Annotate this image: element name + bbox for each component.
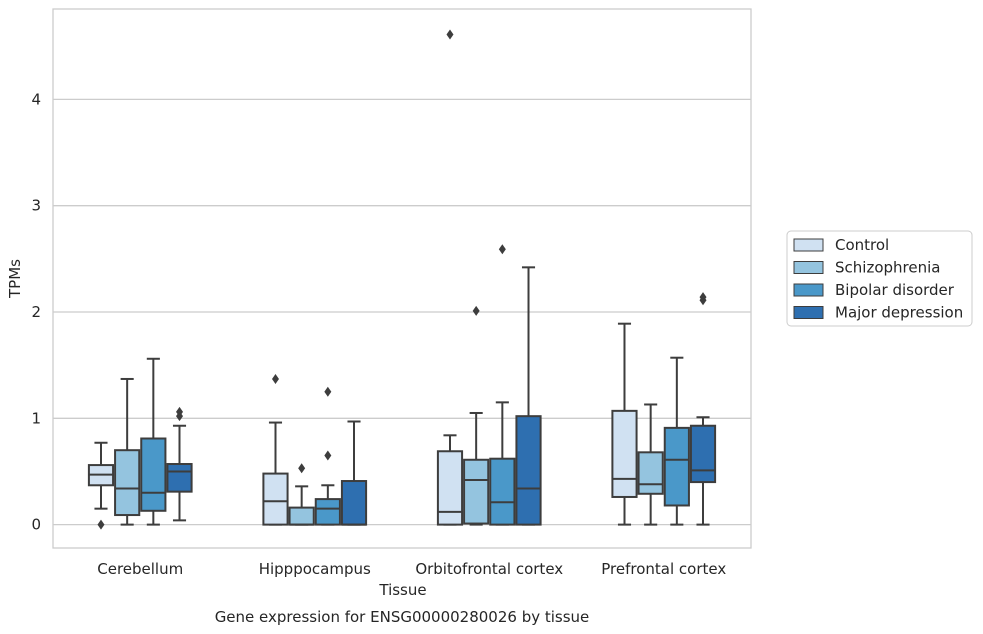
legend-label: Schizophrenia	[835, 259, 940, 277]
plot-boxes	[87, 29, 717, 530]
legend-label: Control	[835, 236, 889, 254]
outlier-point	[324, 450, 332, 461]
outlier-point	[97, 519, 105, 530]
box	[436, 450, 464, 526]
y-tick-label: 2	[31, 303, 41, 321]
box-group	[515, 266, 542, 526]
outlier-point	[324, 386, 332, 397]
box-group	[489, 244, 516, 526]
x-tick-label: Orbitofrontal cortex	[415, 560, 563, 578]
x-tick-label: Prefrontal cortex	[601, 560, 726, 578]
box	[262, 472, 289, 526]
box-group	[340, 420, 368, 526]
legend-label: Major depression	[835, 304, 963, 322]
chart-title: Gene expression for ENSG00000280026 by t…	[215, 608, 590, 626]
box	[663, 426, 690, 507]
legend-swatch	[793, 283, 824, 297]
y-axis-label: TPMs	[6, 259, 24, 299]
box-group	[166, 406, 193, 522]
box-group	[436, 29, 464, 526]
x-axis-label: Tissue	[378, 581, 426, 599]
box-group	[637, 403, 664, 526]
y-tick-label: 4	[31, 90, 41, 108]
box	[288, 506, 315, 526]
legend-label: Bipolar disorder	[835, 281, 955, 299]
x-tick-labels: Cerebellum Hipppocampus Orbitofrontal cort…	[97, 560, 726, 578]
box-group	[114, 377, 141, 526]
box	[340, 480, 368, 526]
box	[515, 415, 542, 526]
box-group	[314, 386, 341, 526]
y-tick-label: 3	[31, 197, 41, 215]
box-group	[288, 463, 315, 526]
outlier-point	[271, 373, 279, 384]
y-tick-label: 0	[31, 516, 41, 534]
box-group	[87, 441, 115, 530]
legend-frame	[786, 230, 973, 327]
outlier-point	[298, 463, 306, 474]
box	[489, 457, 516, 526]
box	[463, 458, 490, 525]
box-group	[262, 373, 289, 526]
legend: Control Schizophrenia Bipolar disorder Majo…	[786, 230, 973, 327]
box	[689, 424, 717, 484]
box-group	[689, 292, 717, 526]
box-group	[140, 357, 167, 526]
legend-swatch	[793, 261, 824, 274]
box-group	[611, 322, 638, 526]
x-tick-label: Cerebellum	[97, 560, 183, 578]
outlier-point	[472, 305, 480, 316]
outlier-point	[446, 29, 454, 40]
outlier-point	[176, 406, 184, 417]
box-group	[663, 356, 690, 526]
box	[140, 437, 167, 512]
outlier-point	[498, 244, 506, 255]
box	[114, 449, 141, 517]
plot-frame	[52, 8, 752, 549]
box	[166, 463, 193, 493]
y-tick-label: 1	[31, 409, 41, 427]
legend-swatch	[793, 306, 824, 319]
box	[314, 498, 341, 526]
x-tick-label: Hipppocampus	[259, 560, 371, 578]
box-group	[463, 305, 490, 526]
box	[611, 409, 638, 498]
y-tick-labels: 0 1 2 3 4	[31, 90, 41, 533]
legend-swatch	[793, 238, 824, 252]
box	[637, 451, 664, 495]
outlier-point	[699, 292, 707, 303]
